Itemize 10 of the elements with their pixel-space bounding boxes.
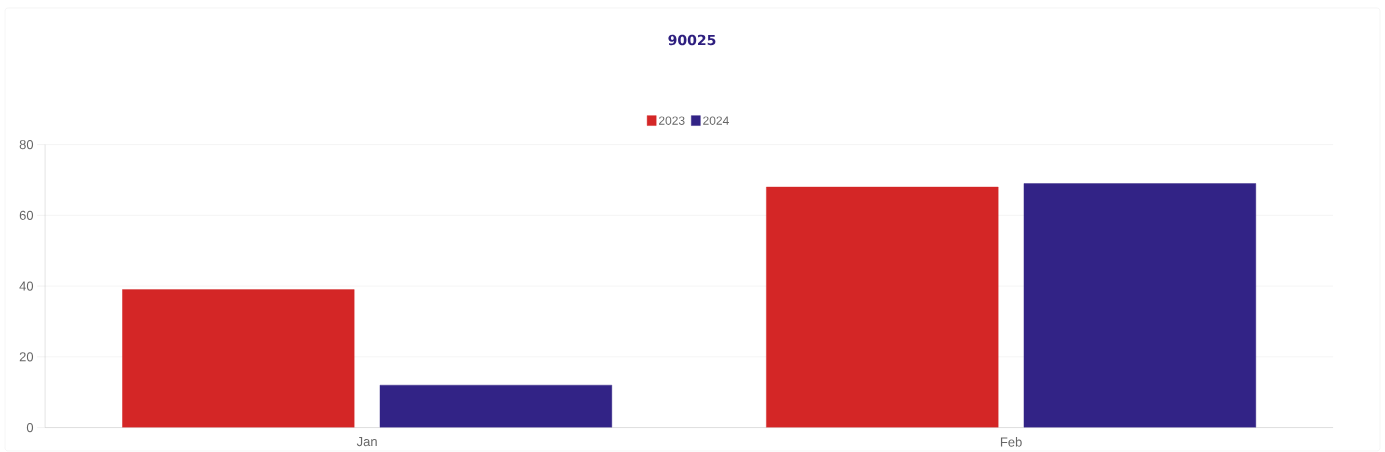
- y-tick-label: 40: [19, 281, 34, 291]
- x-tick-label: Feb: [1000, 437, 1022, 447]
- legend-label: 2024: [703, 116, 729, 125]
- legend-label: 2023: [659, 116, 685, 125]
- chart-title: 90025: [668, 34, 716, 46]
- y-tick-label: 20: [19, 352, 34, 362]
- y-tick-label: 0: [26, 422, 34, 433]
- x-tick-label: Jan: [356, 437, 377, 447]
- y-tick-label: 60: [19, 210, 34, 220]
- y-tick-label: 80: [19, 139, 34, 150]
